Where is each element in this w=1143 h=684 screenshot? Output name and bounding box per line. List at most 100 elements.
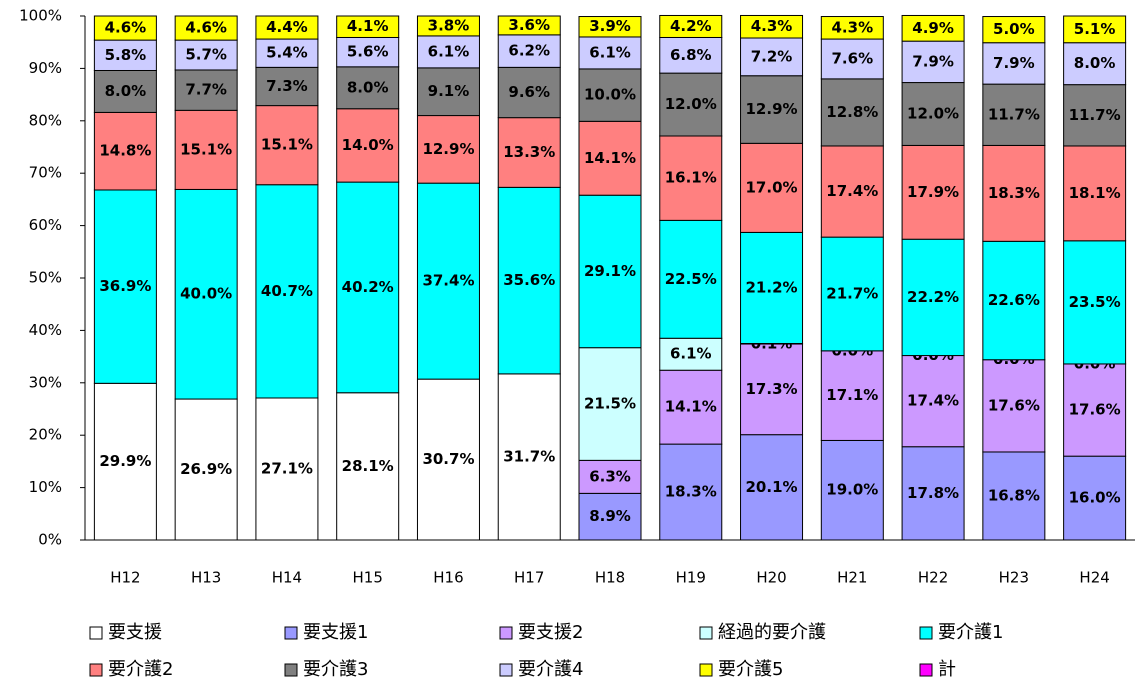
bar-segment	[255, 66, 319, 107]
value-label: 12.0%	[665, 95, 717, 113]
bar-segment	[820, 350, 884, 441]
value-label: 9.6%	[508, 83, 550, 101]
bar-segment	[255, 397, 319, 541]
bar-segment	[740, 37, 804, 77]
x-tick-label: H22	[918, 569, 948, 587]
bar-segment	[578, 120, 642, 196]
bar-segment	[659, 36, 723, 74]
bar-segment	[740, 14, 804, 39]
value-label: 22.5%	[665, 270, 717, 288]
bar-segment	[901, 14, 965, 42]
value-label: 4.3%	[832, 18, 874, 36]
y-tick-label: 60%	[29, 216, 62, 234]
bar-segment	[740, 231, 804, 344]
y-tick-label: 30%	[29, 373, 62, 391]
value-label: 8.9%	[589, 507, 631, 525]
legend-swatch	[699, 663, 713, 677]
value-label: 35.6%	[503, 271, 555, 289]
bar-segment	[255, 15, 319, 40]
value-label: 14.0%	[342, 136, 394, 154]
value-label: 6.8%	[670, 46, 712, 64]
legend-label: 要支援2	[518, 622, 583, 643]
value-label: 17.3%	[746, 380, 798, 398]
value-label: 11.7%	[1069, 106, 1121, 124]
value-label: 17.4%	[907, 392, 959, 410]
value-label: 6.1%	[589, 43, 631, 61]
value-label: 15.1%	[180, 140, 232, 158]
value-label: 29.1%	[584, 262, 636, 280]
value-label: 20.1%	[746, 478, 798, 496]
value-label: 9.1%	[428, 82, 470, 100]
bar-segment	[740, 75, 804, 144]
value-label: 40.7%	[261, 282, 313, 300]
bar-segment	[1063, 84, 1127, 147]
value-label: 3.6%	[508, 16, 550, 34]
bar-segment	[578, 68, 642, 122]
bar-segment	[93, 189, 157, 384]
bar-segment	[416, 115, 480, 184]
bar-segment	[93, 15, 157, 41]
value-label: 17.8%	[907, 484, 959, 502]
value-label: 17.6%	[988, 396, 1040, 414]
legend-swatch	[919, 663, 933, 677]
bar-segment	[336, 181, 400, 394]
legend-swatch	[699, 626, 713, 640]
value-label: 5.8%	[105, 46, 147, 64]
bar-segment	[659, 219, 723, 339]
value-label: 26.9%	[180, 460, 232, 478]
bar-segment	[497, 66, 561, 119]
value-label: 16.8%	[988, 486, 1040, 504]
value-label: 7.3%	[266, 77, 308, 95]
x-tick-label: H18	[595, 569, 625, 587]
bar-segment	[93, 69, 157, 113]
bar-segment	[336, 108, 400, 183]
value-label: 5.6%	[347, 43, 389, 61]
x-tick-label: H23	[999, 569, 1029, 587]
value-label: 7.9%	[993, 54, 1035, 72]
value-label: 5.1%	[1074, 20, 1116, 38]
y-tick-label: 20%	[29, 426, 62, 444]
bar-segment	[901, 40, 965, 84]
value-label: 27.1%	[261, 459, 313, 477]
value-label: 29.9%	[99, 452, 151, 470]
value-label: 30.7%	[422, 450, 474, 468]
legend-label: 計	[938, 659, 956, 680]
bar-segment	[901, 82, 965, 146]
value-label: 17.9%	[907, 183, 959, 201]
legend-label: 要支援1	[303, 622, 368, 643]
bar-segment	[1063, 363, 1127, 457]
value-label: 14.1%	[665, 398, 717, 416]
bar-segment	[982, 42, 1046, 85]
value-label: 3.9%	[589, 17, 631, 35]
value-label: 7.7%	[185, 81, 227, 99]
value-label: 6.1%	[670, 345, 712, 363]
legend-label: 要介護2	[108, 659, 173, 680]
value-label: 21.7%	[826, 284, 878, 302]
value-label: 19.0%	[826, 481, 878, 499]
bar-segment	[93, 111, 157, 191]
bar-segment	[93, 382, 157, 541]
value-label: 10.0%	[584, 86, 636, 104]
x-tick-label: H24	[1079, 569, 1109, 587]
x-tick-label: H12	[110, 569, 140, 587]
legend-swatch	[499, 626, 513, 640]
value-label: 8.0%	[105, 82, 147, 100]
bar-segment	[497, 186, 561, 375]
value-label: 23.5%	[1069, 293, 1121, 311]
value-label: 7.6%	[832, 49, 874, 67]
legend-swatch	[89, 663, 103, 677]
value-label: 14.8%	[99, 142, 151, 160]
y-tick-label: 90%	[29, 59, 62, 77]
value-label: 4.2%	[670, 17, 712, 35]
value-label: 22.6%	[988, 291, 1040, 309]
value-label: 15.1%	[261, 136, 313, 154]
bar-segment	[174, 39, 238, 71]
value-label: 4.3%	[751, 17, 793, 35]
bar-segment	[901, 446, 965, 541]
bar-segment	[416, 35, 480, 69]
bar-segment	[740, 142, 804, 233]
legend-swatch	[919, 626, 933, 640]
value-label: 17.0%	[746, 178, 798, 196]
value-label: 5.0%	[993, 20, 1035, 38]
bar-segment	[820, 38, 884, 80]
